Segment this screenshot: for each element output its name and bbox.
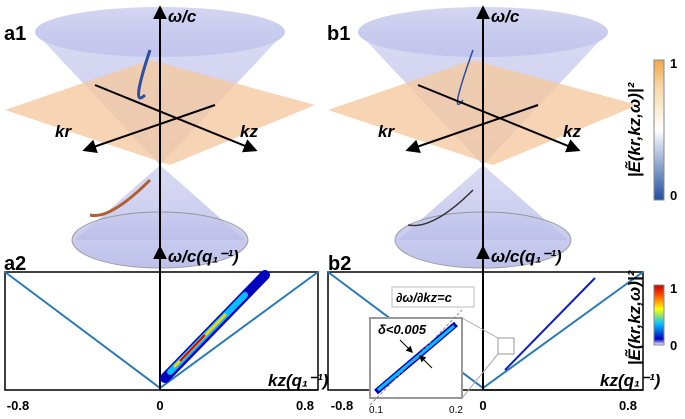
arrow (399, 339, 413, 353)
axis-label: ω/c (168, 7, 197, 26)
axis (94, 84, 258, 153)
axis-label: kz(q₁⁻¹) (268, 371, 329, 390)
colorbar-label: 1 (670, 281, 677, 296)
annotation: ∂ω/∂kz=c (396, 290, 453, 305)
axis (417, 84, 581, 153)
colorbar-label: 1 (670, 56, 677, 71)
tick-label: -0.8 (7, 398, 29, 413)
tick-label: 0 (479, 398, 486, 413)
panel-label: a1 (4, 23, 26, 45)
axis-label: ω/c(q₁⁻¹) (168, 247, 239, 266)
mode (179, 334, 206, 362)
axis-label: ω/c(q₁⁻¹) (491, 247, 562, 266)
tick-label: -0.8 (331, 398, 353, 413)
colorbar-label: 0 (670, 188, 677, 203)
panel-label: b1 (327, 23, 350, 45)
axis (405, 104, 539, 153)
zoom-line (461, 317, 499, 339)
inset-tick: 0.1 (369, 405, 383, 416)
tick-label: 0 (156, 398, 163, 413)
panel-a2: a2 ω/c(q₁⁻¹) kz(q₁⁻¹) -0.8 0 0.8 (4, 245, 329, 413)
colorbar (653, 59, 665, 201)
label-box (391, 286, 475, 308)
panel-label: a2 (4, 253, 26, 275)
axis (82, 104, 216, 153)
annotation: δ<0.005 (378, 322, 427, 337)
tick-label: 0.8 (296, 398, 314, 413)
tick-label: 0.8 (619, 398, 637, 413)
axis-label: kr (55, 122, 72, 141)
axis-label: kz(q₁⁻¹) (600, 371, 661, 390)
axis-label: kr (378, 122, 395, 141)
arrow (419, 355, 433, 369)
zoom-box (497, 337, 515, 355)
axis-label: kz (563, 122, 581, 141)
trace (89, 178, 152, 218)
axis-label: kz (240, 122, 258, 141)
trace (137, 49, 152, 100)
colorbar-title: |Ẽ(kr,kz,ω)|² (624, 81, 644, 177)
zoom-line (461, 353, 499, 399)
panel-a1: a1 ω/c kr kz (4, 5, 315, 285)
slope-line (369, 309, 463, 406)
panel-b2: ∂ω/∂kz=c δ<0.005 0.1 0.2 b2 ω/c(q₁⁻¹) kz… (327, 245, 661, 416)
trace (407, 189, 474, 227)
inset-tick: 0.2 (449, 405, 463, 416)
colorbar-title: |Ẽ(kr,kz,ω)|² (624, 269, 644, 365)
mode (504, 277, 596, 371)
axis-label: ω/c (491, 7, 520, 26)
panel-label: b2 (328, 253, 351, 275)
panel-b1: b1 ω/c kr kz (327, 5, 638, 285)
colorbar (653, 284, 665, 346)
colorbar-label: 0 (670, 338, 677, 353)
